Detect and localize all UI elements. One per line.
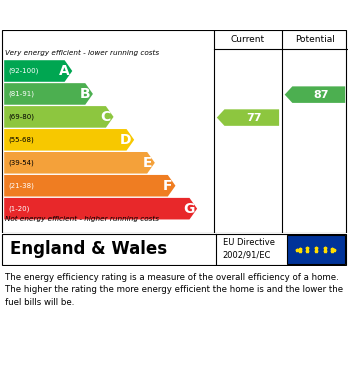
Text: C: C: [101, 110, 111, 124]
Text: E: E: [143, 156, 152, 170]
Bar: [287, 235, 345, 264]
Text: 87: 87: [313, 90, 329, 100]
Text: Not energy efficient - higher running costs: Not energy efficient - higher running co…: [5, 216, 159, 222]
Polygon shape: [4, 198, 197, 219]
Text: 77: 77: [246, 113, 262, 123]
Polygon shape: [217, 109, 279, 126]
Text: F: F: [163, 179, 173, 193]
Text: England & Wales: England & Wales: [10, 240, 168, 258]
Polygon shape: [4, 60, 72, 82]
Polygon shape: [4, 83, 93, 105]
Text: (21-38): (21-38): [8, 183, 34, 189]
Text: D: D: [120, 133, 132, 147]
Text: Very energy efficient - lower running costs: Very energy efficient - lower running co…: [5, 50, 159, 56]
Text: Energy Efficiency Rating: Energy Efficiency Rating: [10, 7, 232, 22]
Text: (92-100): (92-100): [8, 68, 39, 74]
Text: The energy efficiency rating is a measure of the overall efficiency of a home. T: The energy efficiency rating is a measur…: [5, 273, 343, 307]
Polygon shape: [285, 86, 345, 103]
Polygon shape: [4, 106, 113, 128]
Text: EU Directive
2002/91/EC: EU Directive 2002/91/EC: [223, 238, 275, 260]
Text: G: G: [183, 202, 194, 216]
Polygon shape: [4, 129, 134, 151]
Text: (39-54): (39-54): [8, 160, 34, 166]
Text: (69-80): (69-80): [8, 114, 34, 120]
Text: A: A: [59, 64, 70, 78]
Text: Current: Current: [231, 35, 265, 44]
Text: (81-91): (81-91): [8, 91, 34, 97]
Text: (55-68): (55-68): [8, 136, 34, 143]
Text: B: B: [79, 87, 90, 101]
Polygon shape: [4, 175, 175, 197]
Text: (1-20): (1-20): [8, 205, 30, 212]
Polygon shape: [4, 152, 155, 174]
Text: Potential: Potential: [295, 35, 335, 44]
